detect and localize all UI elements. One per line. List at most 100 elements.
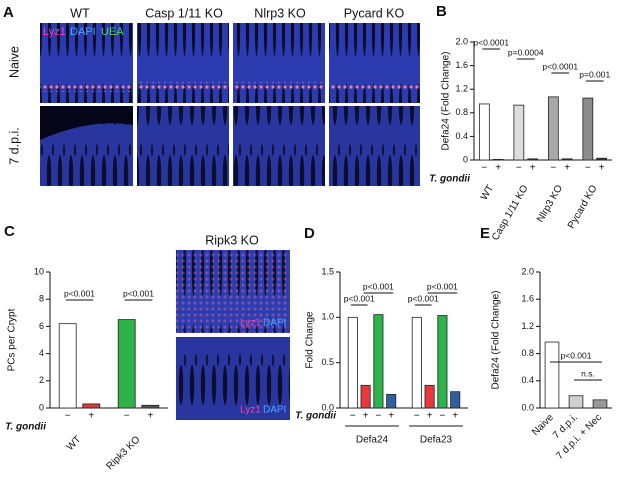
- treatment-sign: −: [585, 163, 591, 174]
- significance-label: p<0.001: [408, 293, 439, 303]
- y-tick-label: 2.0: [455, 36, 468, 46]
- treatment-sign: +: [363, 411, 369, 422]
- paneth-cells: [329, 83, 420, 91]
- micrograph: [137, 106, 229, 186]
- panel-letter: D: [304, 225, 315, 242]
- y-tick-label: 2: [39, 375, 44, 385]
- treatment-sign: +: [88, 411, 94, 422]
- panel-letter: A: [3, 4, 14, 21]
- y-tick-label: 6: [39, 321, 44, 331]
- significance-label: p=0.001: [579, 69, 610, 79]
- y-tick-label: 0.8: [521, 348, 534, 358]
- bar: [373, 314, 384, 409]
- y-tick-label: 1.6: [521, 294, 534, 304]
- bar: [82, 403, 101, 409]
- treatment-sign: −: [375, 411, 381, 422]
- treatment-sign: −: [65, 411, 71, 422]
- y-axis-label: Fold Change: [305, 311, 316, 369]
- panel-c-images: Ripk3 KO Lyz1 DAPI Lyz1 DAPI: [176, 233, 290, 420]
- column-header: Nlrp3 KO: [254, 6, 306, 20]
- treatment-sign: −: [414, 411, 420, 422]
- y-tick-label: 0: [463, 154, 468, 164]
- treatment-sign: +: [564, 163, 570, 174]
- category-label: Ripk3 KO: [104, 434, 142, 472]
- bar: [478, 103, 490, 161]
- y-tick-label: 1.2: [455, 84, 468, 94]
- y-tick-label: 8: [39, 294, 44, 304]
- stain-label: UEA: [101, 26, 124, 38]
- stain-label: DAPI: [263, 405, 286, 416]
- stain-label: Lyz1: [240, 405, 261, 416]
- bar: [386, 393, 397, 409]
- bar: [424, 384, 435, 409]
- micrographs: [40, 23, 420, 186]
- category-label: WT: [479, 183, 496, 202]
- y-tick-label: 4: [39, 348, 44, 358]
- y-tick-label: 0: [39, 402, 44, 412]
- category-label: WT: [65, 434, 84, 453]
- image-title: Ripk3 KO: [205, 233, 259, 247]
- bar: [492, 159, 504, 161]
- significance-label: p<0.001: [561, 350, 592, 360]
- category-label: Defa23: [420, 435, 453, 446]
- bar: [347, 316, 358, 409]
- treatment-sign: −: [439, 411, 445, 422]
- column-header: Pycard KO: [344, 6, 405, 20]
- panel-letter: E: [480, 225, 490, 242]
- treatment-sign: −: [350, 411, 356, 422]
- paneth-cells: [137, 82, 229, 90]
- y-tick-label: 0.4: [521, 375, 534, 385]
- significance-label: p<0.0001: [473, 37, 509, 47]
- significance-label: p<0.001: [363, 281, 394, 291]
- y-tick-label: 0.5: [321, 357, 334, 367]
- bar: [582, 97, 594, 161]
- significance-label: p=0.0004: [508, 47, 544, 57]
- treatment-sign: +: [495, 163, 501, 174]
- bar: [544, 341, 560, 409]
- background: [40, 106, 133, 140]
- treatment-sign: +: [452, 411, 458, 422]
- treatment-sign: −: [516, 163, 522, 174]
- bar: [437, 315, 448, 409]
- bar: [592, 399, 608, 409]
- bar: [117, 319, 136, 409]
- y-tick-label: 1.2: [521, 321, 534, 331]
- significance-label: n.s.: [581, 368, 595, 378]
- significance-label: p<0.0001: [542, 61, 578, 71]
- stain-label: DAPI: [70, 26, 96, 38]
- treatment-label: T. gondii: [295, 411, 336, 422]
- micrograph: [137, 23, 229, 103]
- y-tick-label: 0.0: [521, 402, 534, 412]
- bar: [527, 158, 539, 161]
- row-label: Naive: [7, 46, 21, 78]
- bar: [141, 404, 160, 409]
- bar: [411, 316, 422, 409]
- y-tick-label: 1.6: [455, 60, 468, 70]
- significance-label: p<0.001: [64, 288, 95, 298]
- bar: [360, 384, 371, 409]
- paneth-cells: [176, 250, 290, 333]
- treatment-sign: +: [147, 411, 153, 422]
- micrograph: [329, 106, 420, 186]
- y-tick-label: 0.8: [455, 107, 468, 117]
- y-tick-label: 0.0: [321, 402, 334, 412]
- treatment-sign: −: [550, 163, 556, 174]
- y-axis-label: PCs per Crypt: [7, 308, 18, 371]
- treatment-sign: −: [481, 163, 487, 174]
- y-axis-label: Defa24 (Fold Change): [491, 291, 502, 390]
- treatment-sign: −: [124, 411, 130, 422]
- category-label: Pycard KO: [566, 183, 600, 231]
- panel-letter: C: [4, 223, 15, 240]
- panel-a: A WT Casp 1/11 KO Nlrp3 KO Pycard KO Nai…: [3, 4, 420, 186]
- bar: [547, 96, 559, 161]
- bar: [513, 104, 525, 161]
- stain-label: Lyz1: [43, 26, 66, 38]
- y-tick-label: 0.4: [455, 131, 468, 141]
- micrograph: [233, 23, 325, 103]
- micrograph: [176, 337, 290, 420]
- category-label: Casp 1/11 KO: [490, 183, 531, 242]
- treatment-sign: +: [427, 411, 433, 422]
- column-header: WT: [70, 6, 90, 20]
- treatment-sign: +: [599, 163, 605, 174]
